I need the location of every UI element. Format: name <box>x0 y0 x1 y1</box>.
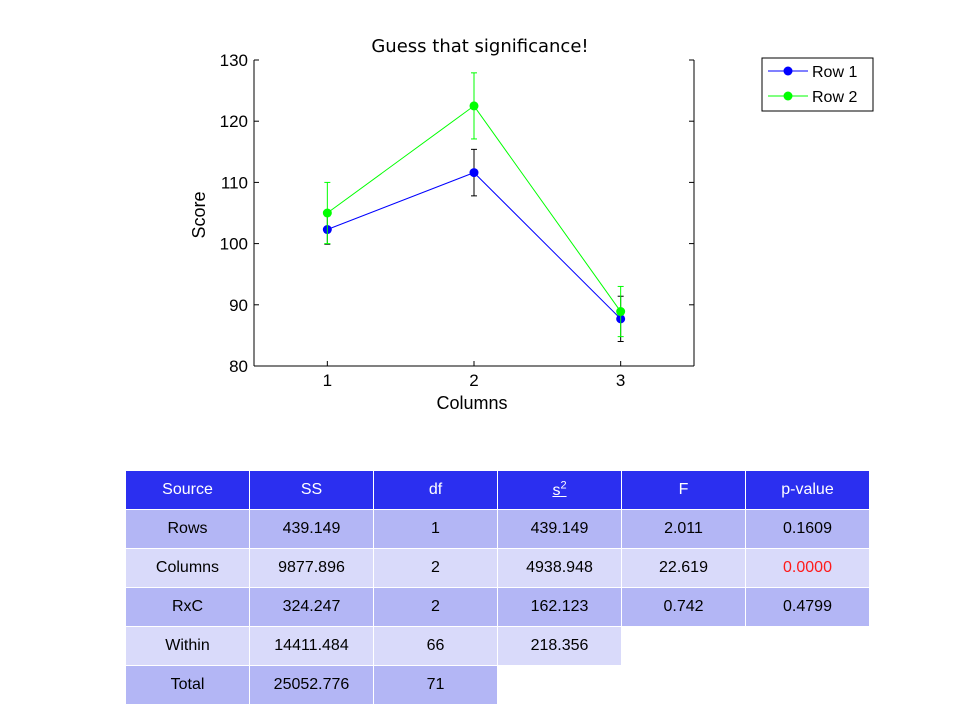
x-tick-label: 3 <box>616 371 625 390</box>
table-cell: 4938.948 <box>497 548 622 588</box>
table-cell: 2 <box>373 587 498 627</box>
table-row-within: Within 14411.484 66 218.356 <box>125 626 870 666</box>
line-chart: Guess that significance! 809010011012013… <box>189 36 874 413</box>
legend: Row 1 Row 2 <box>761 57 874 112</box>
header-s2: s2 <box>497 470 622 510</box>
empty-cell <box>497 665 622 705</box>
table-cell: 66 <box>373 626 498 666</box>
table-cell: 162.123 <box>497 587 622 627</box>
empty-cell <box>745 626 870 666</box>
table-cell: Within <box>125 626 250 666</box>
header-f: F <box>621 470 746 510</box>
table-row-rxc: RxC 324.247 2 162.123 0.742 0.4799 <box>125 587 870 627</box>
empty-cell <box>745 665 870 705</box>
table-cell: Total <box>125 665 250 705</box>
x-tick-label: 1 <box>323 371 332 390</box>
x-axis-label: Columns <box>436 393 507 413</box>
table-cell: 2.011 <box>621 509 746 549</box>
header-source: Source <box>125 470 250 510</box>
table-cell: 0.4799 <box>745 587 870 627</box>
y-tick-label: 100 <box>220 235 248 254</box>
y-tick-label: 90 <box>229 296 248 315</box>
table-cell: Rows <box>125 509 250 549</box>
data-point <box>469 168 479 178</box>
y-tick-label: 120 <box>220 112 248 131</box>
table-row-total: Total 25052.776 71 <box>125 665 870 705</box>
plot-axes: 80 90 100 110 120 130 1 2 3 <box>220 51 695 390</box>
y-tick-label: 110 <box>221 173 248 192</box>
table-row-rows: Rows 439.149 1 439.149 2.011 0.1609 <box>125 509 870 549</box>
table-cell: 0.1609 <box>745 509 870 549</box>
empty-cell <box>621 665 746 705</box>
y-axis-label: Score <box>189 191 209 238</box>
table-cell: 439.149 <box>249 509 374 549</box>
header-df: df <box>373 470 498 510</box>
y-tick-label: 80 <box>229 357 248 376</box>
table-header-row: Source SS df s2 F p-value <box>125 470 870 510</box>
y-tick-label: 130 <box>220 51 248 70</box>
table-cell: 71 <box>373 665 498 705</box>
table-cell: 22.619 <box>621 548 746 588</box>
legend-marker-row-2 <box>783 91 793 101</box>
header-p-value: p-value <box>745 470 870 510</box>
table-cell: 324.247 <box>249 587 374 627</box>
table-cell: 218.356 <box>497 626 622 666</box>
table-cell: 25052.776 <box>249 665 374 705</box>
table-cell: Columns <box>125 548 250 588</box>
data-point <box>322 208 332 218</box>
table-cell: 2 <box>373 548 498 588</box>
data-point <box>616 307 626 317</box>
data-point <box>469 101 479 111</box>
legend-label-row-1: Row 1 <box>812 64 857 81</box>
header-ss: SS <box>249 470 374 510</box>
significant-p-value: 0.0000 <box>745 548 870 588</box>
table-cell: RxC <box>125 587 250 627</box>
anova-table: Source SS df s2 F p-value Rows 439.149 1… <box>125 470 870 705</box>
legend-label-row-2: Row 2 <box>812 89 857 106</box>
table-row-columns: Columns 9877.896 2 4938.948 22.619 0.000… <box>125 548 870 588</box>
table-cell: 9877.896 <box>249 548 374 588</box>
empty-cell <box>621 626 746 666</box>
legend-box <box>761 57 874 112</box>
table-cell: 14411.484 <box>249 626 374 666</box>
series-row-1 <box>322 148 626 343</box>
chart-title: Guess that significance! <box>371 36 588 57</box>
header-s2-exponent: 2 <box>560 479 567 492</box>
legend-marker-row-1 <box>783 66 793 76</box>
table-cell: 439.149 <box>497 509 622 549</box>
table-cell: 0.742 <box>621 587 746 627</box>
series-row-2 <box>322 72 626 338</box>
header-s2-base: s <box>552 482 561 500</box>
table-cell: 1 <box>373 509 498 549</box>
series-layer <box>322 72 626 343</box>
x-tick-label: 2 <box>469 371 478 390</box>
